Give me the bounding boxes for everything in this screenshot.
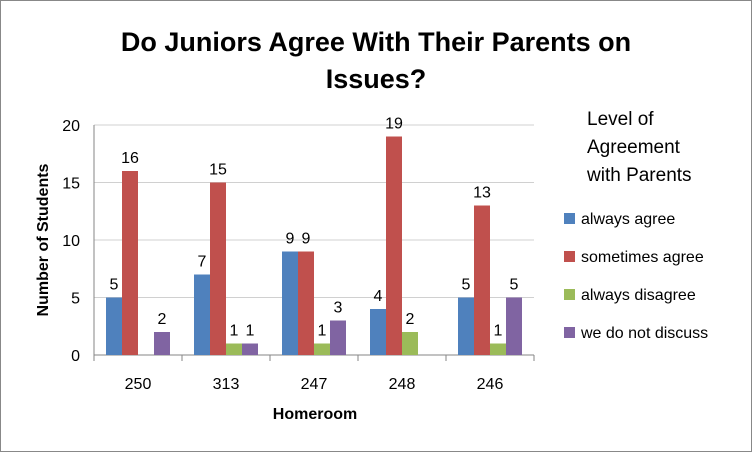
bar [106, 297, 122, 355]
bar [474, 205, 490, 355]
y-tick-labels: 0 5 10 15 20 [62, 118, 80, 365]
data-label: 2 [158, 311, 167, 328]
x-tick-label: 248 [389, 376, 416, 393]
bar [282, 251, 298, 355]
data-label: 16 [121, 150, 139, 167]
legend-title-line: with Parents [586, 165, 692, 186]
x-tick-label: 246 [477, 376, 504, 393]
bar [370, 309, 386, 355]
legend-swatch [564, 327, 575, 338]
legend-title-line: Agreement [587, 137, 681, 158]
y-tick-label: 5 [71, 291, 80, 308]
legend-entry: we do not discuss [580, 325, 708, 342]
legend-swatch [564, 213, 575, 224]
y-tick-label: 0 [71, 348, 80, 365]
y-tick-label: 10 [62, 233, 80, 250]
data-label: 4 [374, 288, 383, 305]
bar [298, 251, 314, 355]
data-label: 1 [494, 323, 503, 340]
x-tick-label: 247 [301, 376, 328, 393]
bar [194, 274, 210, 355]
bar [402, 332, 418, 355]
legend-swatch [564, 289, 575, 300]
legend-swatch [564, 251, 575, 262]
bar [242, 343, 258, 355]
y-axis-title: Number of Students [35, 163, 52, 316]
bar [154, 332, 170, 355]
legend-entry: always agree [581, 211, 675, 228]
bar [226, 343, 242, 355]
x-axis-title: Homeroom [273, 406, 357, 423]
bar [210, 182, 226, 355]
data-label: 5 [110, 277, 119, 294]
data-label: 1 [230, 323, 239, 340]
data-label: 3 [334, 300, 343, 317]
data-label: 2 [406, 311, 415, 328]
y-tick-label: 20 [62, 118, 80, 135]
data-label: 7 [198, 254, 207, 271]
data-label: 5 [462, 277, 471, 294]
data-label: 1 [318, 323, 327, 340]
bars [106, 136, 522, 355]
legend-title-line: Level of [587, 109, 654, 130]
data-label: 9 [302, 231, 311, 248]
x-tick-label: 250 [125, 376, 152, 393]
bar [122, 171, 138, 355]
data-label: 13 [473, 185, 491, 202]
legend: Level of Agreement with Parents always agre… [564, 109, 708, 342]
chart-title-line-2: Issues? [326, 64, 427, 94]
x-tick-labels: 250 313 247 248 246 [125, 376, 504, 393]
y-tick-label: 15 [62, 176, 80, 193]
legend-entry: sometimes agree [581, 249, 704, 266]
data-label: 9 [286, 231, 295, 248]
bar [330, 320, 346, 355]
legend-entry: always disagree [581, 287, 696, 304]
data-label: 5 [510, 277, 519, 294]
bar [386, 136, 402, 355]
x-tick-label: 313 [213, 376, 240, 393]
data-label: 1 [246, 323, 255, 340]
bar [490, 343, 506, 355]
bar [506, 297, 522, 355]
bar [458, 297, 474, 355]
chart-title-line-1: Do Juniors Agree With Their Parents on [121, 27, 631, 57]
bar [314, 343, 330, 355]
data-label: 19 [385, 116, 403, 133]
data-label: 15 [209, 162, 227, 179]
